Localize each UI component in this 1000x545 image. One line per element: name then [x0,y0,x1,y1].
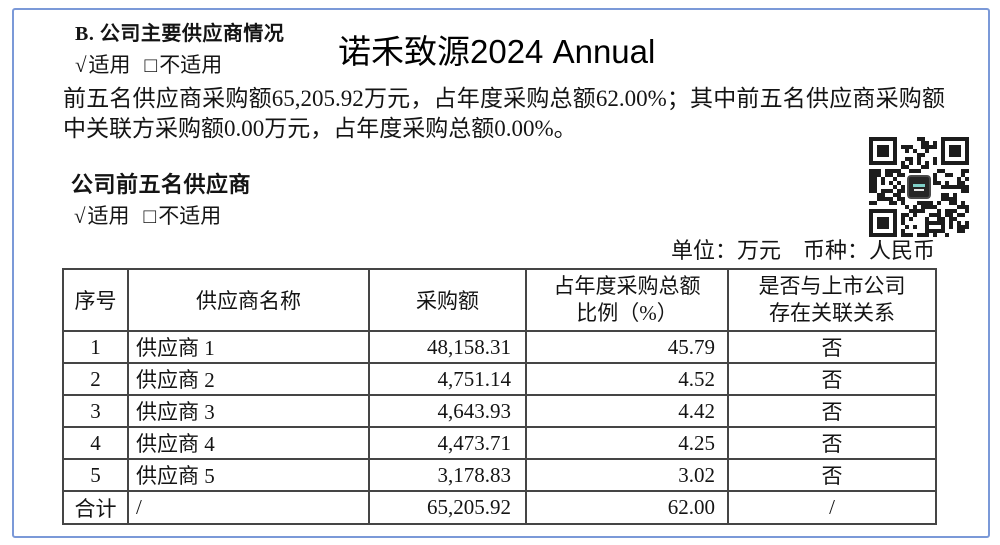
watermark-title: 诺禾致源2024 Annual [338,33,656,70]
cell-pct: 4.52 [525,362,729,396]
cell-amount: 4,473.71 [368,426,527,460]
total-amount: 65,205.92 [368,490,527,525]
cell-related: 否 [727,362,937,396]
cell-related: 否 [727,394,937,428]
table-row: 3 供应商 3 4,643.93 4.42 否 [62,394,937,428]
applicable-label: 适用 [88,53,131,77]
cell-no: 4 [62,426,129,460]
cell-pct: 45.79 [525,330,729,364]
header-no: 序号 [62,268,129,332]
cell-name: 供应商 2 [127,362,370,396]
cell-name: 供应商 1 [127,330,370,364]
cell-amount: 3,178.83 [368,458,527,492]
table-row: 5 供应商 5 3,178.83 3.02 否 [62,458,937,492]
cell-amount: 4,643.93 [368,394,527,428]
cell-no: 3 [62,394,129,428]
cell-no: 2 [62,362,129,396]
cell-name: 供应商 5 [127,458,370,492]
cell-no: 1 [62,330,129,364]
cell-related: 否 [727,458,937,492]
checkbox-icon: □ [144,53,158,77]
cell-pct: 3.02 [525,458,729,492]
not-applicable-label: 不适用 [159,53,223,77]
checkbox-icon: □ [143,204,157,228]
table-total-row: 合计 / 65,205.92 62.00 / [62,490,937,525]
cell-name: 供应商 4 [127,426,370,460]
cell-related: 否 [727,330,937,364]
qr-code [864,134,974,240]
total-name: / [127,490,370,525]
total-related: / [727,490,937,525]
applicable-label: 适用 [87,204,130,228]
not-applicable-label: 不适用 [158,204,222,228]
applicability-line-1: √适用 □不适用 [75,49,236,79]
cell-related: 否 [727,426,937,460]
table-row: 4 供应商 4 4,473.71 4.25 否 [62,426,937,460]
header-amount: 采购额 [368,268,527,332]
check-icon: √ [74,204,86,228]
summary-paragraph: 前五名供应商采购额65,205.92万元，占年度采购总额62.00%；其中前五名… [63,86,945,141]
unit-currency-note: 单位：万元 币种：人民币 [670,238,935,263]
table-row: 2 供应商 2 4,751.14 4.52 否 [62,362,937,396]
cell-pct: 4.42 [525,394,729,428]
qr-center-logo [907,175,931,199]
cell-name: 供应商 3 [127,394,370,428]
cell-no: 5 [62,458,129,492]
total-label: 合计 [62,490,129,525]
cell-pct: 4.25 [525,426,729,460]
qr-pattern [869,137,969,237]
cell-amount: 4,751.14 [368,362,527,396]
suppliers-table: 序号 供应商名称 采购额 占年度采购总额 比例（%） 是否与上市公司 存在关联关… [62,268,937,525]
check-icon: √ [75,53,87,77]
table-row: 1 供应商 1 48,158.31 45.79 否 [62,330,937,364]
header-related: 是否与上市公司 存在关联关系 [727,268,937,332]
applicability-line-2: √适用 □不适用 [74,200,235,230]
table-header-row: 序号 供应商名称 采购额 占年度采购总额 比例（%） 是否与上市公司 存在关联关… [62,268,937,332]
section-title: B. 公司主要供应商情况 [75,23,285,45]
header-name: 供应商名称 [127,268,370,332]
header-pct: 占年度采购总额 比例（%） [525,268,729,332]
suppliers-section-title: 公司前五名供应商 [71,172,252,197]
cell-amount: 48,158.31 [368,330,527,364]
total-pct: 62.00 [525,490,729,525]
